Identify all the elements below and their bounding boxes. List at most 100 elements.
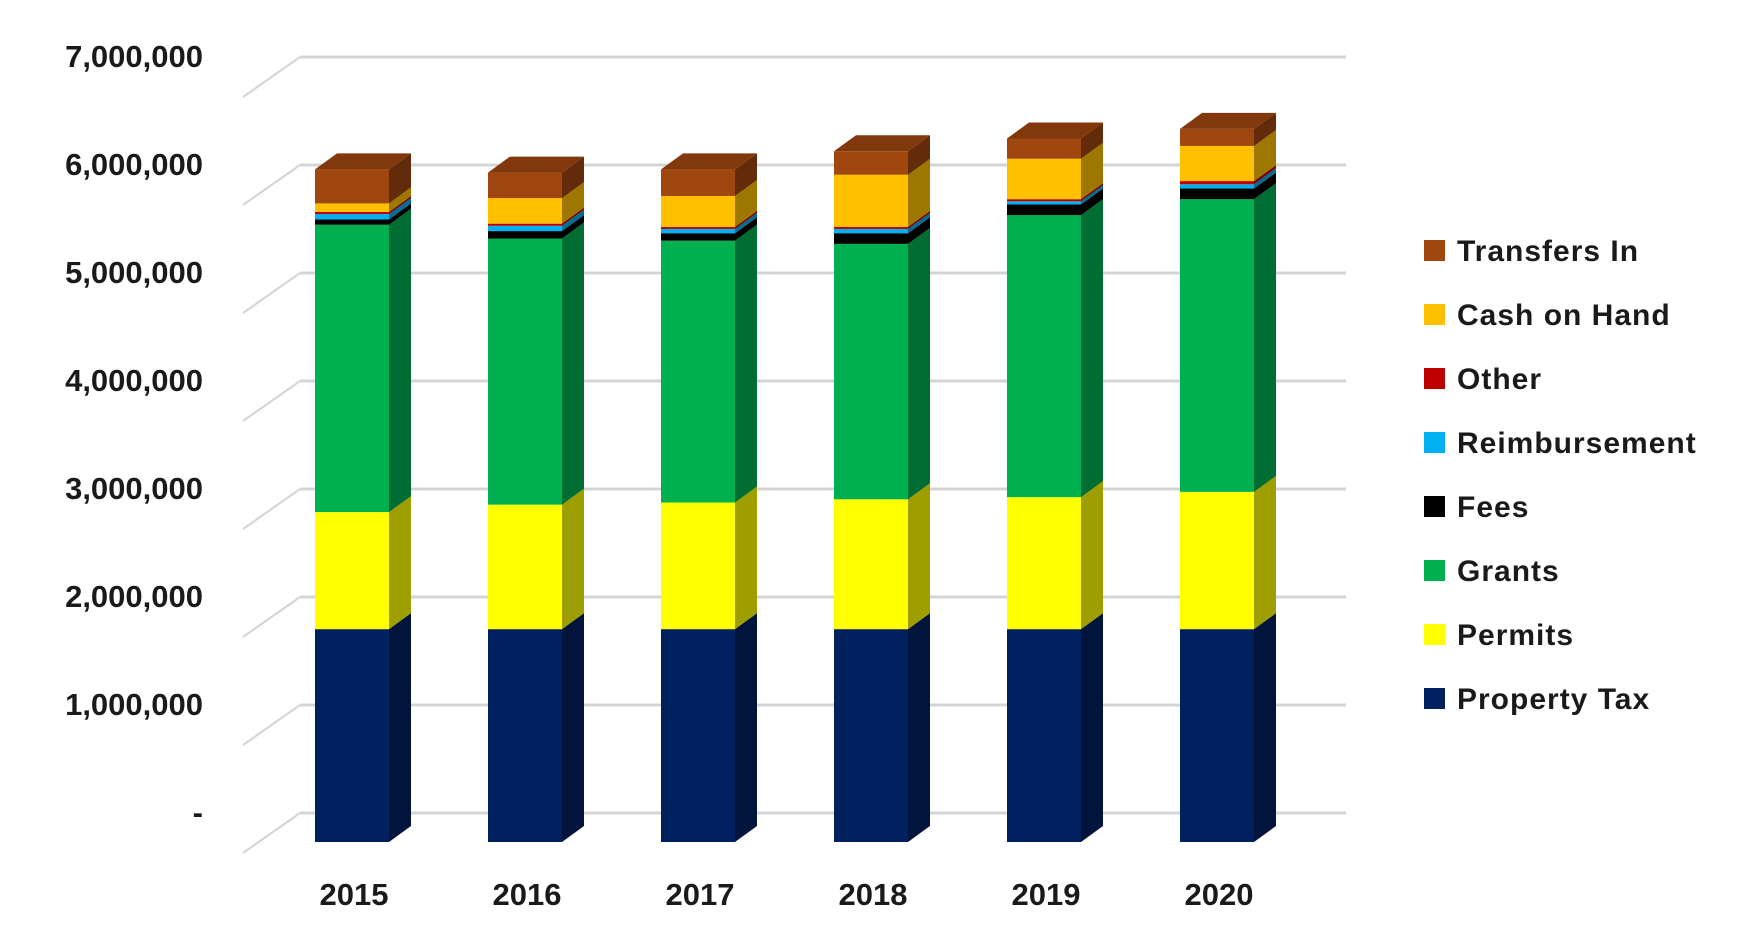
- legend-item: Reimbursement: [1424, 427, 1697, 460]
- bar-segment-side: [389, 613, 411, 842]
- bar-segment-side: [735, 486, 757, 630]
- bar-top-face: [1180, 112, 1276, 129]
- bar-segment-side: [1081, 481, 1103, 630]
- legend-label: Property Tax: [1457, 683, 1650, 716]
- bar-segment-side: [1254, 475, 1276, 630]
- legend-item: Cash on Hand: [1424, 299, 1670, 332]
- bar-segment-side: [1254, 168, 1276, 189]
- bar-top-face: [488, 156, 584, 173]
- bar-segment-side: [908, 135, 930, 175]
- bar-segment-reimbursement: [488, 225, 562, 232]
- bar-segment-side: [1254, 129, 1276, 182]
- bar-segment-side: [1254, 165, 1276, 185]
- bar-segment-side: [735, 153, 757, 196]
- legend-swatch: [1424, 432, 1445, 453]
- bar-top-face: [1007, 122, 1103, 139]
- y-tick-label: 6,000,000: [65, 147, 203, 182]
- bar-segment-cash-on-hand: [488, 198, 562, 224]
- legend-swatch: [1424, 624, 1445, 645]
- bar-segment-cash-on-hand: [1007, 158, 1081, 200]
- bar-segment-side: [735, 217, 757, 241]
- bar-segment-side: [1254, 172, 1276, 200]
- bar-segment-property-tax: [661, 629, 735, 842]
- bar-segment-side: [735, 613, 757, 842]
- bar-segment-permits: [661, 502, 735, 630]
- bar-segment-other: [834, 226, 908, 229]
- bar-segment-side: [389, 195, 411, 215]
- x-tick-label: 2018: [839, 877, 908, 912]
- gridline-depth: [242, 272, 301, 314]
- gridline-depth: [242, 704, 301, 746]
- bar-segment-fees: [661, 233, 735, 241]
- bar-segment-transfers-in: [1180, 128, 1254, 146]
- bar-segment-grants: [488, 238, 562, 505]
- bar-segment-transfers-in: [661, 169, 735, 196]
- legend-label: Other: [1457, 363, 1542, 396]
- bar-segment-side: [735, 224, 757, 503]
- bar-segment-transfers-in: [834, 151, 908, 175]
- gridline-depth: [242, 488, 301, 530]
- gridline-depth: [242, 56, 301, 98]
- gridline-depth: [242, 380, 301, 422]
- x-tick-label: 2015: [320, 877, 389, 912]
- bar-segment-side: [1081, 185, 1103, 205]
- bar-stack-2015: [315, 153, 411, 842]
- bar-stack-2018: [834, 135, 930, 842]
- legend-label: Fees: [1457, 491, 1529, 524]
- bar-segment-other: [1007, 199, 1081, 202]
- bar-segment-other: [488, 223, 562, 226]
- legend-label: Reimbursement: [1457, 427, 1697, 460]
- bar-segment-permits: [315, 512, 389, 630]
- legend-label: Grants: [1457, 555, 1560, 588]
- bar-segment-grants: [1007, 215, 1081, 498]
- bar-segment-permits: [1180, 491, 1254, 630]
- y-tick-label: 5,000,000: [65, 255, 203, 290]
- gridline-depth: [242, 164, 301, 206]
- bar-segment-property-tax: [315, 629, 389, 842]
- y-tick-label: 7,000,000: [65, 39, 203, 74]
- bar-segment-side: [562, 156, 584, 199]
- bar-segment-transfers-in: [488, 172, 562, 199]
- bar-segment-reimbursement: [834, 228, 908, 234]
- x-tick-label: 2016: [493, 877, 562, 912]
- bar-top-face: [661, 153, 757, 170]
- bar-segment-grants: [315, 224, 389, 513]
- bar-segment-side: [1081, 613, 1103, 842]
- bar-top-face: [834, 135, 930, 152]
- bar-segment-side: [1254, 613, 1276, 842]
- legend-swatch: [1424, 240, 1445, 261]
- x-tick-label: 2017: [666, 877, 735, 912]
- bar-segment-reimbursement: [315, 214, 389, 220]
- bar-segment-side: [908, 212, 930, 234]
- y-tick-label: 1,000,000: [65, 687, 203, 722]
- legend-item: Transfers In: [1424, 235, 1638, 268]
- bar-segment-side: [1254, 183, 1276, 492]
- bar-segment-side: [562, 209, 584, 232]
- bar-segment-side: [389, 496, 411, 630]
- x-tick-label: 2020: [1185, 877, 1254, 912]
- bar-segment-grants: [834, 243, 908, 500]
- y-tick-label: 4,000,000: [65, 363, 203, 398]
- bar-segment-side: [562, 182, 584, 224]
- bar-segment-transfers-in: [1007, 138, 1081, 159]
- bar-segment-property-tax: [1180, 629, 1254, 842]
- bar-segment-side: [735, 179, 757, 227]
- legend-label: Permits: [1457, 619, 1574, 652]
- legend-swatch: [1424, 304, 1445, 325]
- bar-segment-other: [661, 226, 735, 229]
- bar-segment-reimbursement: [1180, 184, 1254, 189]
- bar-segment-other: [315, 211, 389, 215]
- bar-segment-property-tax: [834, 629, 908, 842]
- legend: Transfers In Cash on Hand Other Reimburseme…: [1424, 235, 1697, 716]
- bar-segment-fees: [834, 233, 908, 244]
- bar-segment-cash-on-hand: [315, 203, 389, 212]
- bar-segment-side: [908, 210, 930, 229]
- bar-segment-fees: [488, 231, 562, 239]
- bar-segment-side: [562, 215, 584, 239]
- y-tick-label: -: [193, 795, 203, 830]
- bar-segment-reimbursement: [661, 228, 735, 234]
- y-axis-tick-labels: - 1,000,000 2,000,000 3,000,000 4,000,000 5,0…: [65, 39, 203, 830]
- bar-segment-side: [562, 613, 584, 842]
- bar-segment-side: [908, 613, 930, 842]
